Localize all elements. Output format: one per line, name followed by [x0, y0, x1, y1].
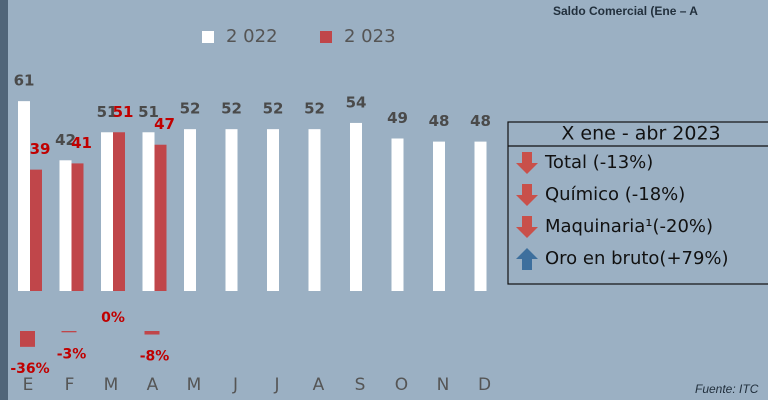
- bar: [154, 144, 167, 291]
- x-tick-label: M: [104, 375, 119, 395]
- data-label: 51: [97, 103, 118, 121]
- x-tick-label: A: [313, 375, 325, 395]
- x-tick-label: M: [187, 375, 202, 395]
- data-label: 41: [71, 134, 92, 152]
- data-label: 48: [470, 112, 491, 130]
- data-label: 52: [180, 100, 201, 118]
- change-bar: [144, 331, 160, 335]
- bar: [18, 101, 30, 291]
- summary-box: [507, 121, 768, 285]
- bar: [308, 129, 321, 291]
- bar: [71, 163, 84, 291]
- direction-arrow: [516, 184, 538, 206]
- change-label: -3%: [57, 346, 87, 362]
- bar: [101, 132, 113, 291]
- box-item: Maquinaria¹(-20%): [545, 216, 713, 237]
- x-tick-label: J: [273, 375, 279, 395]
- data-label: 42: [55, 131, 76, 149]
- x-tick-label: J: [232, 375, 238, 395]
- bar: [113, 132, 125, 291]
- data-label: 47: [154, 115, 175, 133]
- x-tick-label: F: [65, 375, 75, 395]
- change-label: -36%: [10, 361, 49, 377]
- data-label: 48: [429, 112, 450, 130]
- legend-swatch: [320, 31, 332, 43]
- x-tick-label: D: [478, 375, 491, 395]
- change-bar: [61, 331, 77, 333]
- box-title: X ene - abr 2023: [561, 123, 720, 145]
- legend-label: 2 023: [344, 26, 396, 47]
- source: Fuente: ITC: [695, 382, 759, 396]
- data-label: 51: [113, 103, 134, 121]
- direction-arrow: [516, 152, 538, 174]
- x-tick-label: S: [355, 375, 366, 395]
- direction-arrow: [516, 216, 538, 238]
- box-item: Oro en bruto(+79%): [545, 248, 729, 269]
- box-item: Total (-13%): [544, 152, 653, 173]
- bar: [59, 160, 72, 291]
- legend-swatch: [202, 31, 214, 43]
- side-strip: [0, 0, 8, 400]
- data-label: 39: [30, 140, 51, 158]
- x-tick-label: O: [395, 375, 408, 395]
- bar: [267, 129, 279, 291]
- bar: [30, 169, 42, 291]
- change-label: 0%: [101, 310, 125, 326]
- data-label: 52: [263, 100, 284, 118]
- data-label: 61: [14, 72, 35, 90]
- data-label: 52: [221, 100, 242, 118]
- direction-arrow: [516, 248, 538, 270]
- bar: [350, 122, 362, 292]
- change-bar: [20, 331, 35, 347]
- bar: [433, 141, 445, 291]
- bar: [184, 129, 196, 291]
- bar: [391, 138, 404, 291]
- bar: [474, 141, 487, 291]
- data-label: 54: [346, 93, 367, 111]
- x-tick-label: N: [437, 375, 450, 395]
- data-label: 49: [387, 109, 408, 127]
- bar: [142, 132, 155, 291]
- box-item: Químico (-18%): [545, 184, 685, 205]
- x-tick-label: A: [147, 375, 159, 395]
- data-label: 52: [304, 100, 325, 118]
- bar: [225, 129, 238, 291]
- chart-title: Saldo Comercial (Ene – A: [553, 4, 698, 18]
- change-label: -8%: [140, 349, 170, 365]
- x-tick-label: E: [23, 375, 34, 395]
- data-label: 51: [138, 103, 159, 121]
- legend-label: 2 022: [226, 26, 278, 47]
